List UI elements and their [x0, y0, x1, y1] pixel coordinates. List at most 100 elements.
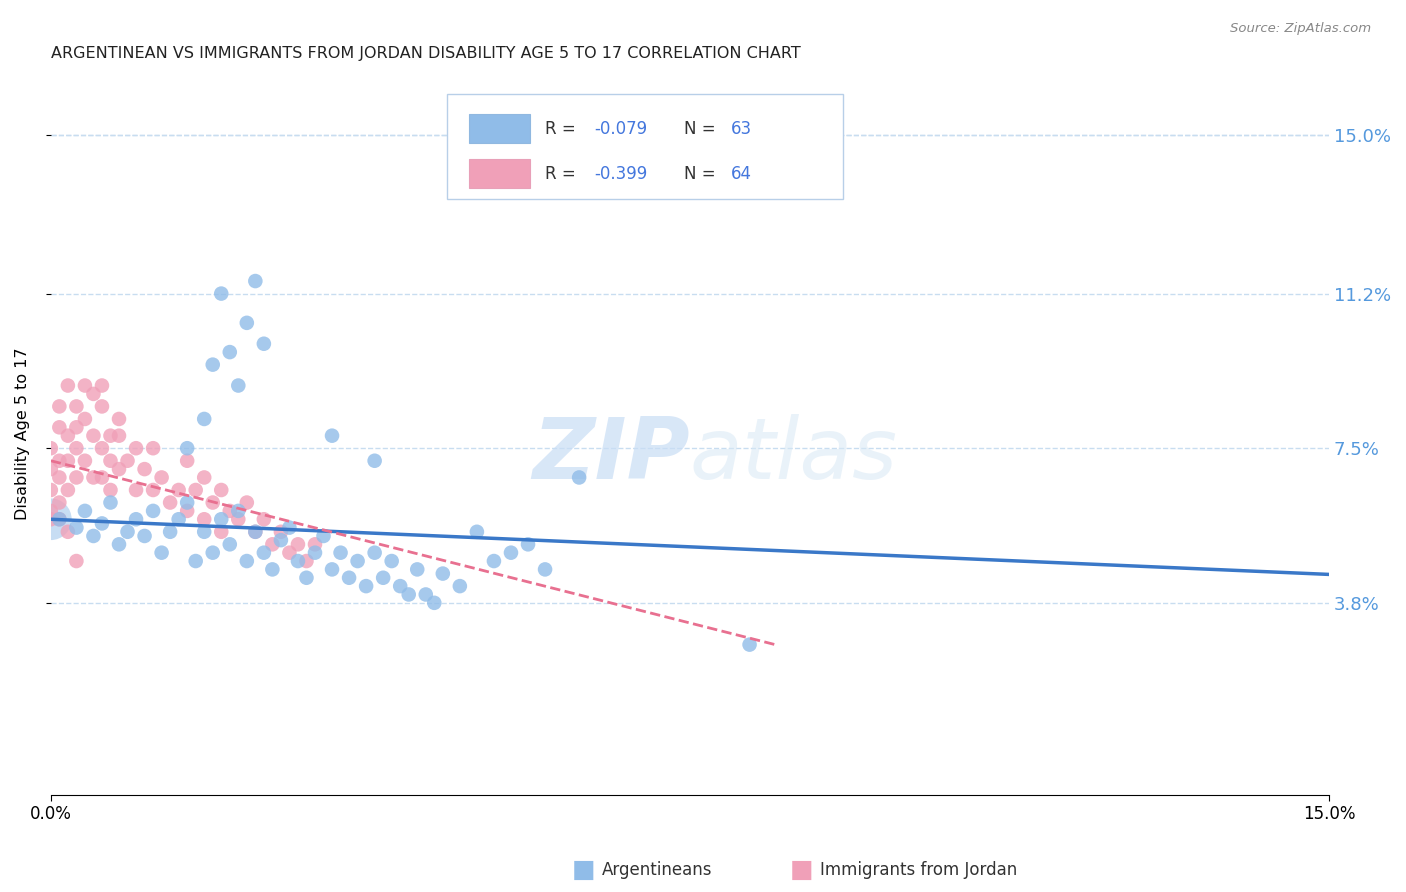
- Point: [117, 524, 139, 539]
- Point: [65, 520, 87, 534]
- Point: [312, 529, 335, 543]
- Point: [398, 587, 420, 601]
- Point: [295, 571, 318, 585]
- Text: ■: ■: [572, 858, 595, 881]
- Point: [218, 504, 240, 518]
- Point: [39, 504, 62, 518]
- Point: [245, 274, 267, 288]
- Point: [245, 524, 267, 539]
- Point: [159, 495, 181, 509]
- Point: [226, 512, 249, 526]
- Point: [125, 512, 148, 526]
- Point: [48, 420, 70, 434]
- Point: [321, 562, 343, 576]
- Point: [304, 546, 326, 560]
- Point: [209, 286, 232, 301]
- Point: [39, 512, 62, 526]
- Point: [270, 524, 292, 539]
- Point: [193, 512, 215, 526]
- FancyBboxPatch shape: [468, 159, 530, 188]
- Point: [465, 524, 488, 539]
- Point: [499, 546, 522, 560]
- Point: [253, 336, 276, 351]
- Point: [65, 470, 87, 484]
- Point: [91, 400, 114, 414]
- Point: [48, 512, 70, 526]
- Text: ZIP: ZIP: [533, 414, 690, 497]
- Point: [100, 454, 122, 468]
- Point: [193, 524, 215, 539]
- Point: [482, 554, 505, 568]
- Point: [201, 546, 224, 560]
- Point: [236, 554, 259, 568]
- Point: [39, 512, 62, 526]
- Point: [354, 579, 377, 593]
- Point: [278, 546, 301, 560]
- Point: [337, 571, 360, 585]
- Point: [108, 428, 131, 442]
- Point: [389, 579, 412, 593]
- Point: [738, 638, 761, 652]
- Point: [253, 546, 276, 560]
- Point: [209, 512, 232, 526]
- Text: atlas: atlas: [690, 414, 898, 497]
- Point: [262, 562, 284, 576]
- FancyBboxPatch shape: [447, 94, 844, 199]
- Point: [432, 566, 454, 581]
- Point: [176, 454, 198, 468]
- Point: [56, 454, 79, 468]
- Point: [65, 420, 87, 434]
- Point: [91, 516, 114, 531]
- Point: [373, 571, 395, 585]
- Point: [287, 537, 309, 551]
- Point: [226, 378, 249, 392]
- Point: [517, 537, 540, 551]
- Point: [48, 495, 70, 509]
- Text: N =: N =: [683, 120, 720, 137]
- Point: [82, 387, 104, 401]
- Point: [134, 462, 156, 476]
- Point: [381, 554, 404, 568]
- Point: [65, 400, 87, 414]
- Point: [65, 554, 87, 568]
- Point: [346, 554, 368, 568]
- Point: [48, 512, 70, 526]
- Point: [201, 358, 224, 372]
- Point: [108, 412, 131, 426]
- Point: [304, 537, 326, 551]
- Point: [226, 504, 249, 518]
- Point: [100, 495, 122, 509]
- Text: 63: 63: [731, 120, 752, 137]
- Point: [73, 412, 96, 426]
- Point: [117, 454, 139, 468]
- Point: [534, 562, 557, 576]
- Point: [48, 454, 70, 468]
- Point: [329, 546, 352, 560]
- Point: [159, 524, 181, 539]
- Point: [287, 554, 309, 568]
- Point: [236, 316, 259, 330]
- Point: [100, 428, 122, 442]
- Text: -0.079: -0.079: [595, 120, 647, 137]
- Point: [150, 470, 173, 484]
- Point: [39, 462, 62, 476]
- Point: [48, 470, 70, 484]
- Point: [48, 400, 70, 414]
- Point: [91, 441, 114, 455]
- Text: N =: N =: [683, 164, 720, 183]
- Point: [193, 412, 215, 426]
- Point: [209, 483, 232, 497]
- Point: [142, 483, 165, 497]
- Point: [363, 546, 385, 560]
- Point: [73, 504, 96, 518]
- Point: [167, 512, 190, 526]
- Text: 64: 64: [731, 164, 752, 183]
- Point: [245, 524, 267, 539]
- Point: [73, 454, 96, 468]
- Text: Argentineans: Argentineans: [602, 861, 713, 879]
- Text: ■: ■: [790, 858, 813, 881]
- Point: [176, 495, 198, 509]
- Point: [82, 529, 104, 543]
- Point: [56, 428, 79, 442]
- Point: [82, 470, 104, 484]
